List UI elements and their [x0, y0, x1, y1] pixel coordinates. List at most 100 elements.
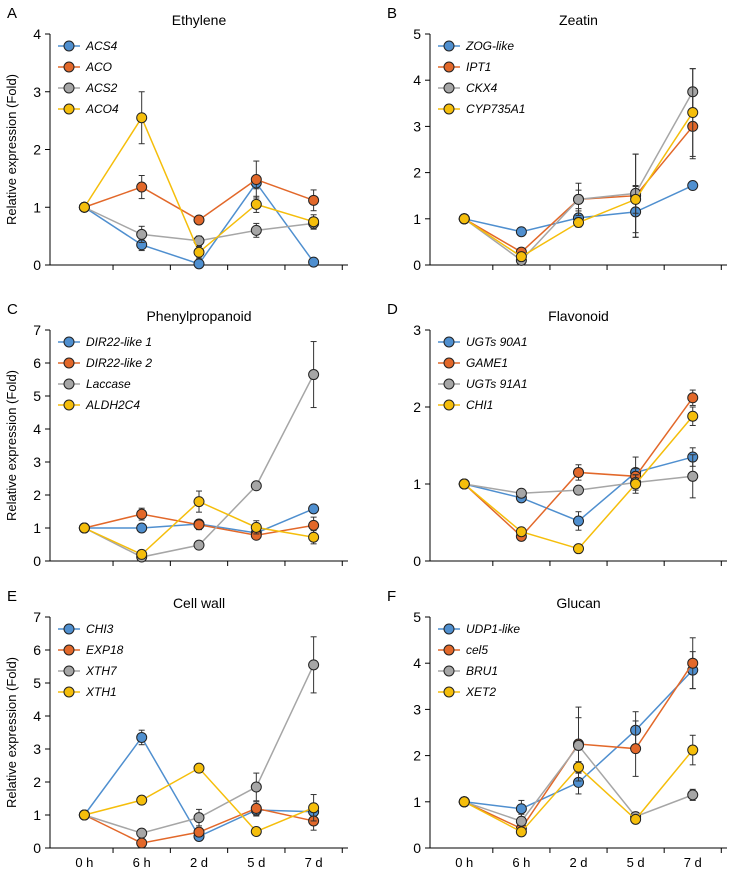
data-point — [78, 201, 90, 213]
y-tick-label: 1 — [33, 520, 41, 536]
data-point — [250, 826, 262, 837]
legend-swatch-marker — [63, 378, 75, 390]
data-point — [250, 802, 262, 814]
data-point — [630, 813, 642, 825]
data-point — [193, 826, 205, 838]
panel-letter: C — [7, 301, 18, 318]
x-tick-label: 2 d — [569, 855, 587, 869]
legend-swatch-marker — [443, 378, 455, 390]
legend-label: Laccase — [86, 377, 131, 391]
data-point — [136, 112, 148, 124]
y-tick-label: 0 — [33, 553, 41, 569]
data-point — [515, 526, 527, 538]
series-cyp735a1 — [458, 68, 699, 263]
panel-b: B Zeatin 0 1 2 3 4 5 ZOG-like IPT1 CKX4 CYP735A1 — [387, 5, 727, 273]
data-point — [573, 543, 584, 555]
data-point — [573, 466, 584, 478]
data-point — [193, 519, 205, 531]
data-point — [250, 198, 262, 210]
data-point — [136, 181, 148, 193]
y-tick-label: 5 — [33, 675, 41, 691]
panel-letter: D — [387, 301, 398, 318]
legend-swatch-marker — [443, 103, 455, 115]
y-axis-label: Relative expression (Fold) — [4, 657, 19, 808]
x-tick-label: 6 h — [512, 855, 530, 869]
data-point — [193, 258, 205, 270]
legend-swatch-marker — [63, 665, 75, 677]
legend-label: UGTs 91A1 — [466, 377, 528, 391]
panel-e: E Cell wall Relative expression (Fold) 0 1 2 3… — [4, 588, 348, 869]
y-tick-label: 3 — [413, 701, 421, 717]
series-line — [84, 664, 315, 834]
legend-swatch-marker — [443, 82, 455, 94]
y-tick-label: 5 — [413, 609, 421, 625]
series-xet2 — [458, 734, 699, 838]
y-tick-label: 4 — [33, 708, 41, 724]
y-tick-label: 3 — [413, 322, 421, 338]
data-point — [250, 174, 262, 186]
y-tick-label: 2 — [33, 774, 41, 790]
legend-swatch-marker — [443, 686, 455, 698]
data-point — [573, 193, 584, 205]
data-point — [515, 226, 527, 238]
data-point — [136, 837, 148, 849]
legend-label: CHI3 — [86, 622, 114, 636]
series-exp18 — [78, 801, 320, 849]
y-tick-label: 4 — [33, 421, 41, 437]
legend-swatch-marker — [63, 82, 75, 94]
data-point — [458, 213, 470, 225]
data-point — [136, 731, 148, 743]
legend-swatch-marker — [443, 399, 455, 411]
series-line — [463, 91, 694, 262]
series-aldh2c4 — [78, 490, 320, 560]
y-tick-label: 1 — [413, 794, 421, 810]
y-tick-label: 0 — [33, 840, 41, 856]
x-tick-label: 7 d — [305, 855, 323, 869]
y-tick-label: 2 — [33, 487, 41, 503]
y-tick-label: 5 — [33, 388, 41, 404]
series-dir22-like-2 — [78, 507, 320, 541]
panel-d: D Flavonoid 0 1 2 3 UGTs 90A1 GAME1 UGTs 91A1 CHI… — [387, 301, 727, 569]
legend-label: XTH1 — [85, 685, 117, 699]
legend-swatch-marker — [63, 686, 75, 698]
legend-label: CKX4 — [466, 81, 498, 95]
data-point — [308, 802, 320, 814]
legend-swatch-marker — [63, 357, 75, 369]
y-tick-label: 0 — [413, 553, 421, 569]
y-axis-label: Relative expression (Fold) — [4, 74, 19, 225]
data-point — [250, 480, 262, 492]
data-point — [136, 548, 148, 560]
legend-swatch-marker — [63, 644, 75, 656]
legend-swatch-marker — [443, 336, 455, 348]
series-chi1 — [458, 406, 699, 555]
panel-f: F Glucan 0 1 2 3 4 5 0 h 6 h 2 d 5 d 7 d UDP1-like cel… — [387, 588, 727, 869]
legend-swatch-marker — [443, 623, 455, 635]
panel-title: Cell wall — [173, 595, 225, 611]
panel-letter: F — [387, 588, 396, 605]
data-point — [630, 193, 642, 205]
legend-swatch-marker — [443, 357, 455, 369]
data-point — [687, 744, 699, 756]
data-point — [308, 194, 320, 206]
legend-swatch-marker — [63, 40, 75, 52]
data-point — [687, 657, 699, 669]
legend-label: BRU1 — [466, 664, 498, 678]
legend-label: cel5 — [466, 643, 488, 657]
data-point — [193, 812, 205, 824]
data-point — [308, 659, 320, 671]
legend-swatch-marker — [63, 399, 75, 411]
data-point — [573, 216, 584, 228]
data-point — [78, 809, 90, 821]
data-point — [515, 251, 527, 263]
data-point — [193, 762, 205, 774]
data-point — [136, 508, 148, 520]
y-tick-label: 2 — [413, 165, 421, 181]
y-tick-label: 5 — [413, 26, 421, 42]
legend-label: UDP1-like — [466, 622, 520, 636]
y-tick-label: 2 — [413, 748, 421, 764]
data-point — [458, 796, 470, 808]
data-point — [308, 256, 320, 268]
legend-label: ACO4 — [85, 102, 119, 116]
data-point — [136, 827, 148, 839]
panel-title: Flavonoid — [548, 308, 609, 324]
